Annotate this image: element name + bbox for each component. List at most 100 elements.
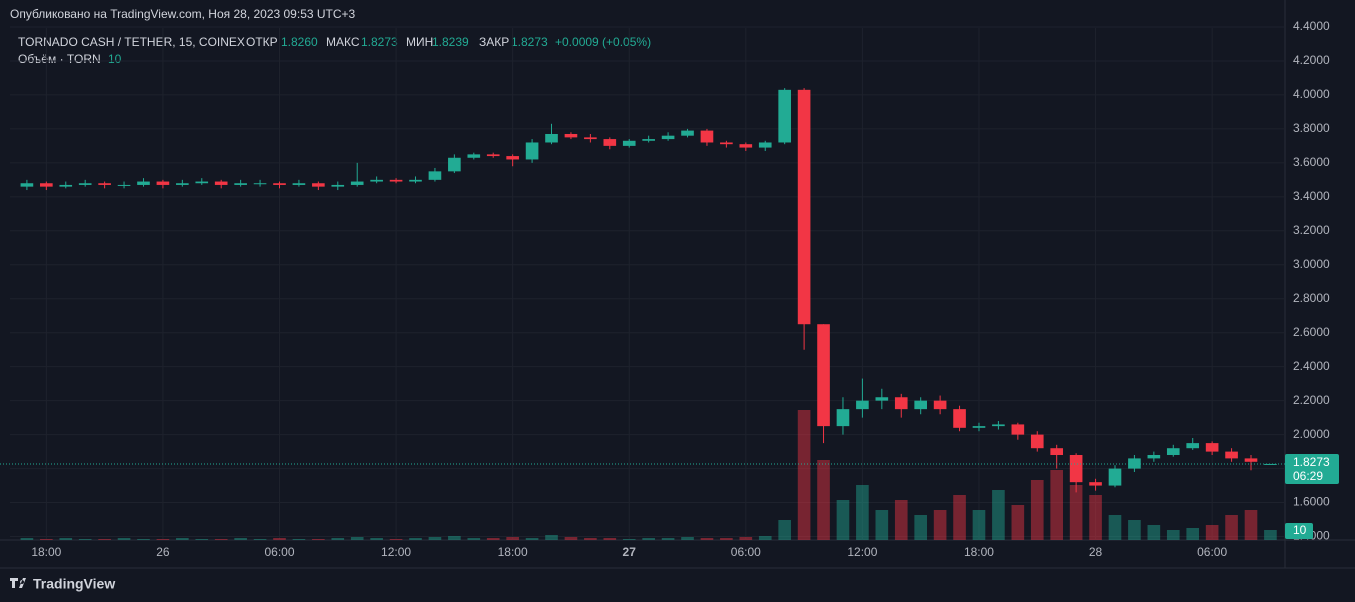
candle-body xyxy=(681,130,694,136)
y-tick-label: 1.6000 xyxy=(1293,495,1330,509)
open-label: ОТКР xyxy=(246,35,278,49)
volume-bar xyxy=(389,539,403,540)
candle-body xyxy=(875,397,889,401)
volume-bar xyxy=(681,537,694,540)
y-tick-label: 2.4000 xyxy=(1293,359,1330,373)
y-tick-label: 2.8000 xyxy=(1293,291,1330,305)
candle-body xyxy=(584,137,597,140)
volume-bar xyxy=(370,538,383,540)
x-tick-label: 06:00 xyxy=(1197,545,1227,559)
candle-body xyxy=(40,183,53,187)
volume-bar xyxy=(1264,530,1277,540)
candle-body xyxy=(292,183,306,185)
volume-bar xyxy=(817,460,830,540)
plot-bg xyxy=(10,28,1285,540)
volume-bar xyxy=(409,538,422,540)
volume-bar xyxy=(214,539,228,540)
logo xyxy=(10,578,26,588)
volume-bar xyxy=(467,538,481,540)
volume-bar xyxy=(1030,480,1044,540)
close-value: 1.8273 xyxy=(511,35,548,49)
volume-bar xyxy=(253,539,267,540)
x-tick-label: 18:00 xyxy=(964,545,994,559)
candle-body xyxy=(642,139,655,141)
candle-body xyxy=(1030,434,1044,449)
volume-bar xyxy=(1225,515,1238,540)
volume-bar xyxy=(875,510,889,540)
y-tick-label: 3.0000 xyxy=(1293,257,1330,271)
candle-body xyxy=(700,130,714,143)
volume-tag xyxy=(1285,523,1313,539)
candle-body xyxy=(622,140,636,146)
volume-bar xyxy=(778,520,791,540)
volume-bar xyxy=(234,538,247,540)
volume-bar xyxy=(506,537,519,540)
y-tick-label: 3.8000 xyxy=(1293,121,1330,135)
volume-value: 10 xyxy=(108,52,122,66)
volume-bar xyxy=(137,539,150,540)
volume-bar xyxy=(486,538,500,540)
candle-body xyxy=(20,183,34,187)
candle-body xyxy=(603,139,617,146)
x-tick-label: 06:00 xyxy=(731,545,761,559)
volume-bar xyxy=(1011,505,1025,540)
candle-body xyxy=(137,181,150,185)
y-tick-label: 2.6000 xyxy=(1293,325,1330,339)
candle-body xyxy=(661,135,675,140)
volume-bar xyxy=(1205,525,1219,540)
volume-bar xyxy=(992,490,1005,540)
x-tick-label: 06:00 xyxy=(264,545,294,559)
volume-bar xyxy=(836,500,850,540)
candle-body xyxy=(331,184,345,187)
x-tick-label: 12:00 xyxy=(381,545,411,559)
candle-body xyxy=(992,424,1005,427)
volume-bar xyxy=(312,539,325,540)
x-tick-label: 26 xyxy=(156,545,170,559)
candle-body xyxy=(856,400,869,410)
y-tick-label: 4.0000 xyxy=(1293,87,1330,101)
candle-body xyxy=(273,183,286,185)
change-value: +0.0009 (+0.05%) xyxy=(555,35,651,49)
candle-body xyxy=(894,397,908,410)
volume-bar xyxy=(739,537,753,540)
last-price-tag xyxy=(1285,453,1339,484)
candle-body xyxy=(1186,443,1200,449)
volume-bar xyxy=(914,515,928,540)
volume-bar xyxy=(292,539,306,540)
volume-bar xyxy=(195,539,209,540)
candle-body xyxy=(1011,424,1025,435)
x-tick-label: 28 xyxy=(1089,545,1103,559)
candle-body xyxy=(933,400,947,410)
x-tick-label: 18:00 xyxy=(31,545,61,559)
low-label: МИН xyxy=(406,35,433,49)
candle-body xyxy=(156,181,170,185)
candle-body xyxy=(486,154,500,157)
volume-bar xyxy=(117,538,131,540)
candle-body xyxy=(953,409,966,428)
x-tick-label: 27 xyxy=(623,545,637,559)
volume-tag-label: 10 xyxy=(1293,523,1307,537)
candle-body xyxy=(59,184,73,187)
candle-body xyxy=(312,183,325,187)
candle-body xyxy=(350,181,364,185)
volume-bar xyxy=(622,539,636,540)
candle-body xyxy=(98,183,111,185)
candle-body xyxy=(817,324,830,427)
volume-bar xyxy=(331,538,345,540)
y-tick-label: 3.6000 xyxy=(1293,155,1330,169)
volume-bar xyxy=(1166,530,1180,540)
candle-body xyxy=(972,426,986,428)
low-value: 1.8239 xyxy=(432,35,469,49)
candle-body xyxy=(370,179,383,182)
open-value: 1.8260 xyxy=(281,35,318,49)
volume-bar xyxy=(933,510,947,540)
volume-bar xyxy=(1147,525,1161,540)
candle-body xyxy=(1050,448,1064,455)
candle-body xyxy=(195,181,209,184)
candle-body xyxy=(739,144,753,148)
candle-body xyxy=(176,183,189,185)
volume-bar xyxy=(564,537,578,540)
candle-body xyxy=(1225,451,1238,459)
candle-body xyxy=(836,409,850,427)
